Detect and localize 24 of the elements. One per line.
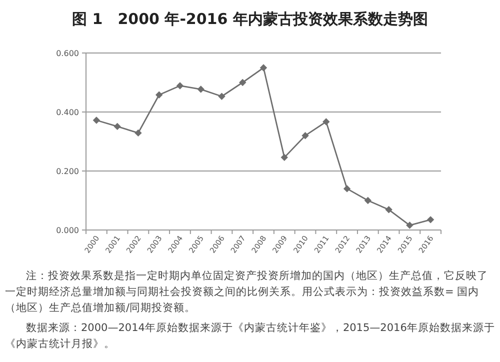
point bbox=[239, 78, 246, 86]
point bbox=[197, 86, 204, 93]
y-tick-label: 0.400 bbox=[56, 108, 79, 117]
point bbox=[322, 118, 330, 126]
point bbox=[343, 185, 351, 192]
source-note: 数据来源：2000—2014年原始数据来源于《内蒙古统计年鉴》，2015—2016年原始数据来源于《内蒙古统计月报》。 bbox=[5, 321, 495, 352]
text: 注：投资效果系数是指一定时期内单位固定资产投资所增加的国内（地区）生产总值，它反映了一定时期经济总量增加额与同期社会投资额之间的比例关系。用公式表示为：投资效益系数= 国内（地区）生产总值增加额/同期投资额。 bbox=[5, 269, 489, 316]
point bbox=[426, 216, 434, 224]
point bbox=[134, 129, 142, 137]
point bbox=[385, 206, 392, 214]
point bbox=[364, 196, 372, 204]
point bbox=[280, 154, 288, 162]
point bbox=[176, 82, 184, 90]
point bbox=[260, 64, 268, 72]
y-tick-label: 0.200 bbox=[56, 167, 79, 176]
chart-title: 图 1 2000 年-2016 年内蒙古投资效果系数走势图 bbox=[71, 10, 429, 29]
y-tick-label: 0.000 bbox=[56, 226, 79, 235]
point bbox=[218, 92, 226, 100]
y-tick-label: 0.600 bbox=[56, 49, 79, 58]
point bbox=[155, 91, 163, 98]
point bbox=[302, 132, 309, 140]
point bbox=[114, 122, 121, 130]
point bbox=[406, 222, 414, 229]
point bbox=[92, 116, 100, 124]
